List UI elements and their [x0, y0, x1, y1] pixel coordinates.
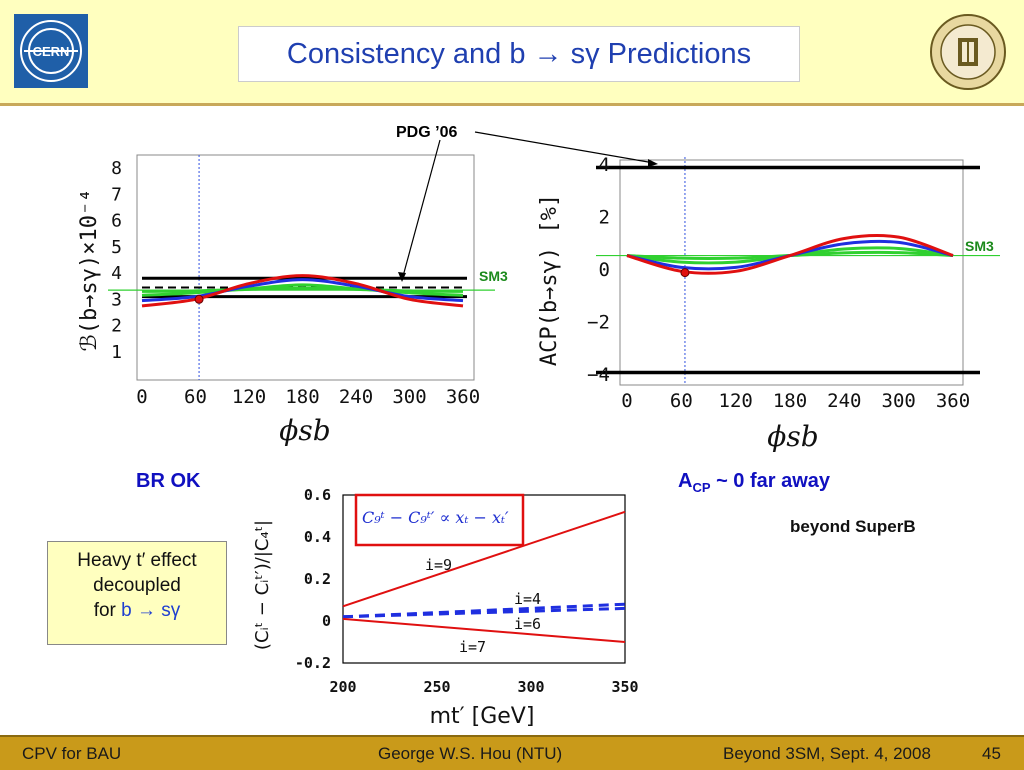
bottom-series-label: i=7 [459, 638, 486, 656]
right-plot: 0 60 120 180 240 300 360 4 2 0 −2 −4 ϕsb ACP(b→sγ) [%… [537, 154, 1000, 453]
left-x-axis-label: ϕsb [279, 414, 330, 447]
cern-logo: CERN [14, 14, 88, 88]
acp-main: A [678, 470, 693, 492]
left-y-tick-label: 3 [111, 289, 122, 310]
sm3-left-label: SM3 [479, 268, 508, 284]
left-marker-dot [194, 294, 204, 304]
pdg-arrowhead-right [648, 159, 658, 167]
right-y-tick-label: 0 [599, 259, 610, 281]
right-x-tick-label: 120 [719, 390, 753, 412]
bottom-plot: i=9 i=4 i=6 i=7 200 250 300 350 0.6 0.4 0.2 0 -0.2 mt… [252, 486, 639, 729]
right-x-axis-label: ϕsb [767, 420, 818, 453]
right-y-axis-label: ACP(b→sγ) [%] [537, 194, 562, 366]
footer-right: Beyond 3SM, Sept. 4, 2008 [723, 744, 931, 763]
bottom-x-axis-label: mt′ [GeV] [430, 704, 535, 729]
bottom-y-tick-label: 0.2 [304, 570, 331, 588]
left-y-tick-label: 1 [111, 342, 122, 363]
bottom-y-tick-label: 0.4 [304, 528, 331, 546]
acp-rest: ~ 0 far away [710, 470, 831, 492]
bottom-x-tick-label: 200 [329, 678, 356, 696]
bottom-series-line [342, 617, 626, 643]
slide-title: Consistency and b → sγ Predictions [286, 37, 752, 70]
bottom-series-line [342, 510, 626, 608]
right-plot-frame [619, 159, 964, 386]
bottom-y-axis-label: (Cᵢᵗ − Cᵢᵗ′)/|C₄ᵗ| [252, 520, 273, 650]
note-line-3-reaction: b → sγ [121, 600, 181, 621]
right-x-tick-label: 360 [936, 390, 970, 412]
bottom-y-tick-label: 0.6 [304, 486, 331, 504]
right-x-tick-label: 0 [621, 390, 632, 412]
acp-label: ACP ~ 0 far away [678, 470, 830, 495]
slide-title-box: Consistency and b → sγ Predictions [238, 26, 800, 82]
bottom-x-tick-label: 300 [517, 678, 544, 696]
slide-footer: CPV for BAU George W.S. Hou (NTU) Beyond… [0, 735, 1024, 770]
bottom-series-label: i=4 [514, 590, 541, 608]
right-y-tick-label: −4 [587, 364, 610, 386]
left-x-tick-label: 180 [285, 386, 319, 408]
sm3-right-label: SM3 [965, 238, 994, 254]
note-line-1: Heavy t′ effect [77, 550, 197, 571]
cern-logo-icon: CERN [20, 20, 82, 82]
bottom-series-label: i=9 [425, 556, 452, 574]
pdg-label: PDG ’06 [396, 124, 458, 141]
pdg-arrow-right [474, 131, 655, 164]
left-x-tick-label: 120 [232, 386, 266, 408]
cern-logo-text: CERN [33, 44, 70, 59]
left-x-tick-label: 360 [446, 386, 480, 408]
pdg-arrow-left [401, 139, 441, 281]
left-series-green [141, 286, 464, 293]
bottom-x-tick-label: 350 [611, 678, 638, 696]
br-ok-label: BR OK [136, 470, 201, 492]
left-y-tick-label: 7 [111, 184, 122, 205]
plots-canvas: 0 60 120 180 240 300 36012345678ϕsbℬ(b→sγ)×10⁻… [77, 131, 1000, 729]
formula-box [354, 493, 525, 547]
footer-left: CPV for BAU [22, 744, 122, 763]
left-y-tick-label: 6 [111, 211, 122, 232]
left-y-tick-label: 2 [111, 316, 122, 337]
left-x-tick-label: 60 [184, 386, 207, 408]
footer-page-number: 45 [982, 744, 1001, 763]
right-x-tick-label: 240 [827, 390, 861, 412]
bottom-series-label: i=6 [514, 615, 541, 633]
formula-text: C₉ᵗ − C₉ᵗ′ ∝ xₜ − xₜ′ [362, 508, 509, 527]
left-series-green [141, 283, 464, 297]
left-x-tick-label: 240 [339, 386, 373, 408]
right-x-tick-label: 60 [670, 390, 693, 412]
right-y-tick-label: 4 [599, 154, 610, 176]
note-line-3-prefix: for [93, 600, 122, 621]
left-plot-frame [136, 154, 475, 381]
left-y-axis-label: ℬ(b→sγ)×10⁻⁴ [77, 189, 102, 352]
right-y-tick-label: −2 [587, 312, 610, 334]
bottom-y-tick-label: 0 [322, 612, 331, 630]
note-line-2: decoupled [93, 575, 181, 596]
bottom-x-tick-label: 250 [423, 678, 450, 696]
left-x-tick-label: 0 [136, 386, 147, 408]
right-x-tick-label: 300 [882, 390, 916, 412]
bottom-y-tick-label: -0.2 [295, 654, 331, 672]
right-y-tick-label: 2 [599, 206, 610, 228]
note-line-3: for b → sγ [48, 598, 226, 623]
slide-header: CERN Consistency and b → sγ Predictions [0, 0, 1024, 106]
beyond-superb-label: beyond SuperB [790, 517, 916, 536]
right-marker-dot [680, 268, 690, 278]
left-plot: 0 60 120 180 240 300 360 1 2 3 4 5 6 7 8 ϕsb ℬ(b→sγ)×10⁻… [77, 155, 495, 447]
left-y-tick-label: 8 [111, 158, 122, 179]
acp-sub: CP [692, 480, 711, 495]
footer-center: George W.S. Hou (NTU) [378, 744, 563, 763]
pdg-arrowhead-left [398, 272, 406, 282]
right-x-tick-label: 180 [773, 390, 807, 412]
left-x-tick-label: 300 [392, 386, 426, 408]
university-seal-icon [928, 12, 1008, 92]
left-y-tick-label: 5 [111, 237, 122, 258]
left-y-tick-label: 4 [111, 263, 122, 284]
note-box: Heavy t′ effect decoupled for b → sγ [47, 541, 227, 645]
